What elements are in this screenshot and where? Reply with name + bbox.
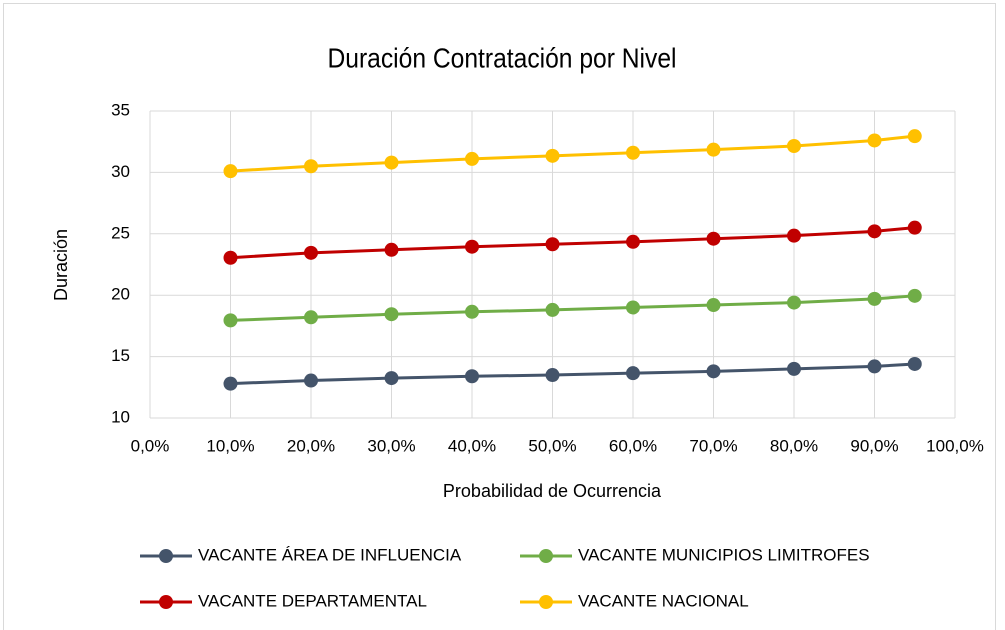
data-point (706, 364, 721, 379)
data-point (907, 220, 922, 235)
data-point (626, 145, 640, 160)
data-point (867, 291, 882, 306)
data-point (465, 304, 479, 319)
data-point (787, 295, 801, 310)
data-point (626, 234, 640, 249)
data-point (223, 376, 238, 391)
data-point (706, 231, 721, 246)
data-point (545, 302, 560, 317)
chart-title: Duración Contratación por Nivel (327, 42, 676, 74)
x-axis-label: Probabilidad de Ocurrencia (443, 481, 662, 501)
data-point (907, 129, 922, 144)
data-point (867, 224, 882, 239)
y-axis-label: Duración (51, 229, 71, 301)
y-tick-label: 15 (111, 346, 130, 365)
y-tick-label: 10 (111, 407, 130, 426)
y-tick-label: 20 (111, 285, 130, 304)
data-point (545, 237, 560, 252)
y-tick-label: 30 (111, 162, 130, 181)
y-tick-label: 25 (111, 223, 130, 242)
legend-marker (159, 549, 173, 563)
data-point (223, 250, 238, 265)
data-point (867, 359, 882, 374)
data-point (626, 366, 640, 381)
x-tick-label: 10,0% (206, 436, 254, 455)
data-point (907, 356, 922, 371)
chart-border (3, 3, 996, 630)
y-tick-label: 35 (111, 100, 130, 119)
legend-label: VACANTE MUNICIPIOS LIMITROFES (578, 545, 870, 564)
data-point (867, 133, 882, 148)
data-point (304, 159, 318, 174)
data-point (545, 368, 560, 383)
data-point (384, 242, 399, 257)
legend-label: VACANTE ÁREA DE INFLUENCIA (198, 545, 462, 564)
data-point (223, 313, 238, 328)
data-point (465, 151, 479, 166)
data-point (384, 307, 399, 322)
x-tick-label: 80,0% (770, 436, 818, 455)
data-point (545, 148, 560, 163)
data-point (787, 138, 801, 153)
series-line (230, 362, 915, 386)
x-tick-label: 90,0% (850, 436, 898, 455)
x-tick-label: 100,0% (926, 436, 984, 455)
series-line (230, 134, 915, 173)
legend-label: VACANTE DEPARTAMENTAL (198, 591, 427, 610)
data-point (787, 228, 801, 243)
data-point (304, 245, 318, 260)
data-point (465, 369, 479, 384)
data-point (706, 298, 721, 313)
x-tick-label: 40,0% (448, 436, 496, 455)
data-point (223, 164, 238, 179)
data-point (304, 310, 318, 325)
legend-marker (539, 595, 553, 609)
data-point (787, 361, 801, 376)
data-point (384, 155, 399, 170)
x-tick-label: 50,0% (528, 436, 576, 455)
data-point (706, 142, 721, 157)
legend-label: VACANTE NACIONAL (578, 591, 749, 610)
series-line (230, 294, 915, 322)
series-line (230, 226, 915, 260)
legend-marker (159, 595, 173, 609)
x-tick-label: 0,0% (131, 436, 170, 455)
data-point (907, 288, 922, 303)
x-tick-label: 60,0% (609, 436, 657, 455)
data-point (465, 239, 479, 254)
x-tick-label: 20,0% (287, 436, 335, 455)
data-point (626, 300, 640, 315)
data-point (304, 373, 318, 388)
x-tick-label: 30,0% (367, 436, 415, 455)
data-point (384, 371, 399, 386)
x-tick-label: 70,0% (689, 436, 737, 455)
legend-marker (539, 549, 553, 563)
